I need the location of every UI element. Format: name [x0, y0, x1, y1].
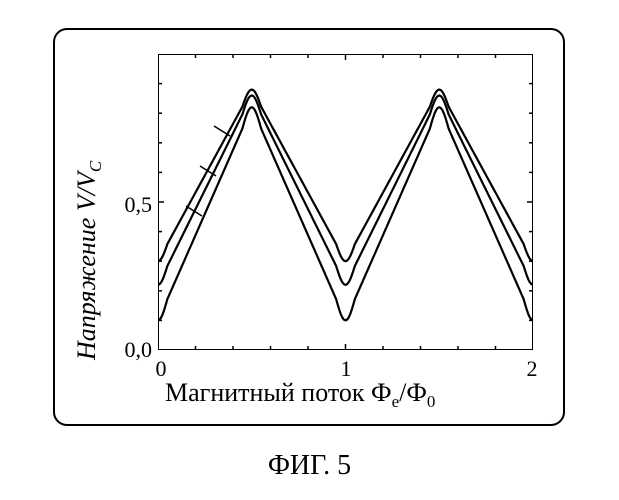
x-axis-label: Магнитный поток Фe/Ф0 — [165, 378, 435, 412]
plot-svg — [158, 54, 533, 350]
plot-area — [158, 54, 533, 350]
xlabel-c: /Ф — [399, 378, 427, 407]
xtick-2: 2 — [522, 356, 542, 382]
figure-caption: ФИГ. 5 — [0, 450, 619, 482]
xlabel-b: Ф — [371, 378, 392, 407]
xlabel-sub1: e — [392, 392, 400, 411]
ytick-0p0: 0,0 — [112, 337, 152, 363]
xlabel-sub2: 0 — [427, 392, 436, 411]
xlabel-a: Магнитный поток — [165, 378, 365, 407]
figure-page: { "chart":{ "type":"line", "width_px":37… — [0, 0, 619, 500]
ytick-0p5: 0,5 — [112, 192, 152, 218]
ylabel-text: Напряжение V/V — [72, 172, 101, 360]
y-axis-label: Напряжение V/VC — [72, 161, 106, 360]
ylabel-sub: C — [72, 161, 101, 172]
